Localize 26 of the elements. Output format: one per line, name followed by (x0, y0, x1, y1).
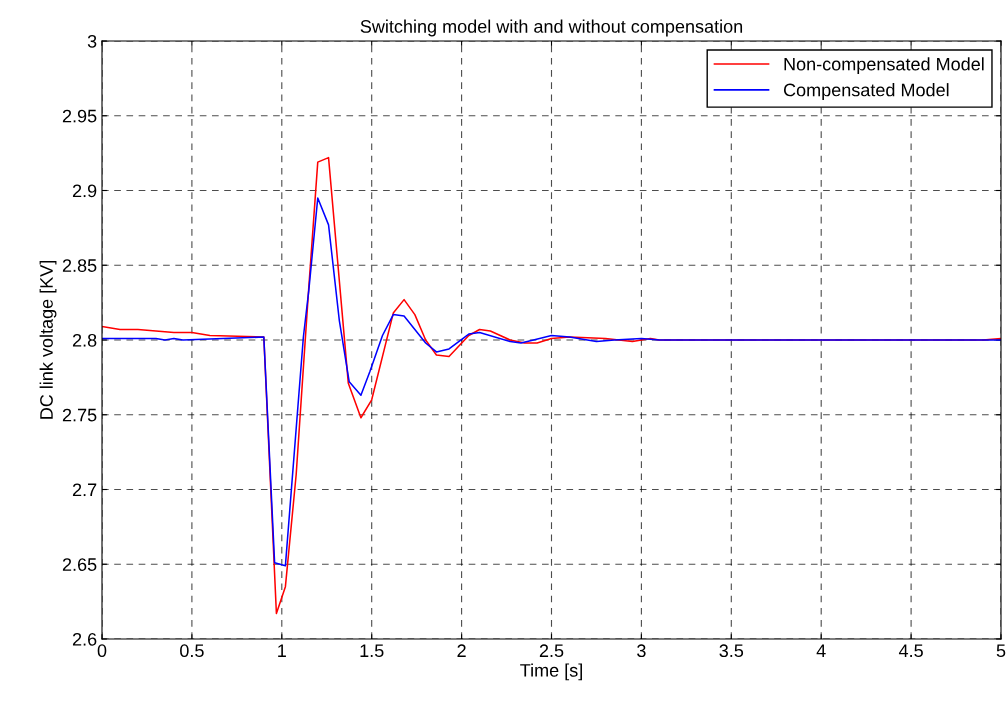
y-tick-label: 2.9 (72, 184, 97, 198)
x-tick-label: 4.5 (898, 644, 923, 658)
x-tick-label: 3.5 (719, 644, 744, 658)
x-tick-label: 4 (816, 644, 826, 657)
y-tick-label: 2.95 (62, 109, 97, 123)
x-tick-label: 0 (97, 644, 107, 658)
y-axis-title: DC link voltage [KV] (39, 261, 57, 419)
y-tick-label: 2.7 (72, 483, 97, 497)
x-tick-label: 5 (996, 644, 1006, 658)
line-series (102, 197, 1001, 567)
legend-label: Compensated Model (783, 83, 949, 100)
chart-title: Switching model with and without compensation (360, 19, 743, 37)
x-axis-title: Time [s] (520, 663, 582, 681)
x-tick-label: 2.5 (539, 644, 564, 658)
x-tick-label: 2 (457, 644, 466, 657)
x-tick-label: 1.5 (360, 644, 384, 658)
legend-label: Non-compensated Model (784, 57, 984, 75)
y-tick-label: 2.6 (72, 632, 97, 646)
x-tick-label: 3 (637, 644, 646, 658)
y-tick-label: 3 (87, 34, 97, 48)
y-tick-label: 2.75 (62, 408, 97, 422)
y-tick-label: 2.65 (62, 558, 97, 571)
x-tick-label: 1 (278, 644, 286, 657)
y-tick-label: 2.8 (72, 333, 97, 347)
y-tick-label: 2.85 (62, 259, 97, 272)
x-tick-label: 0.5 (180, 644, 204, 658)
